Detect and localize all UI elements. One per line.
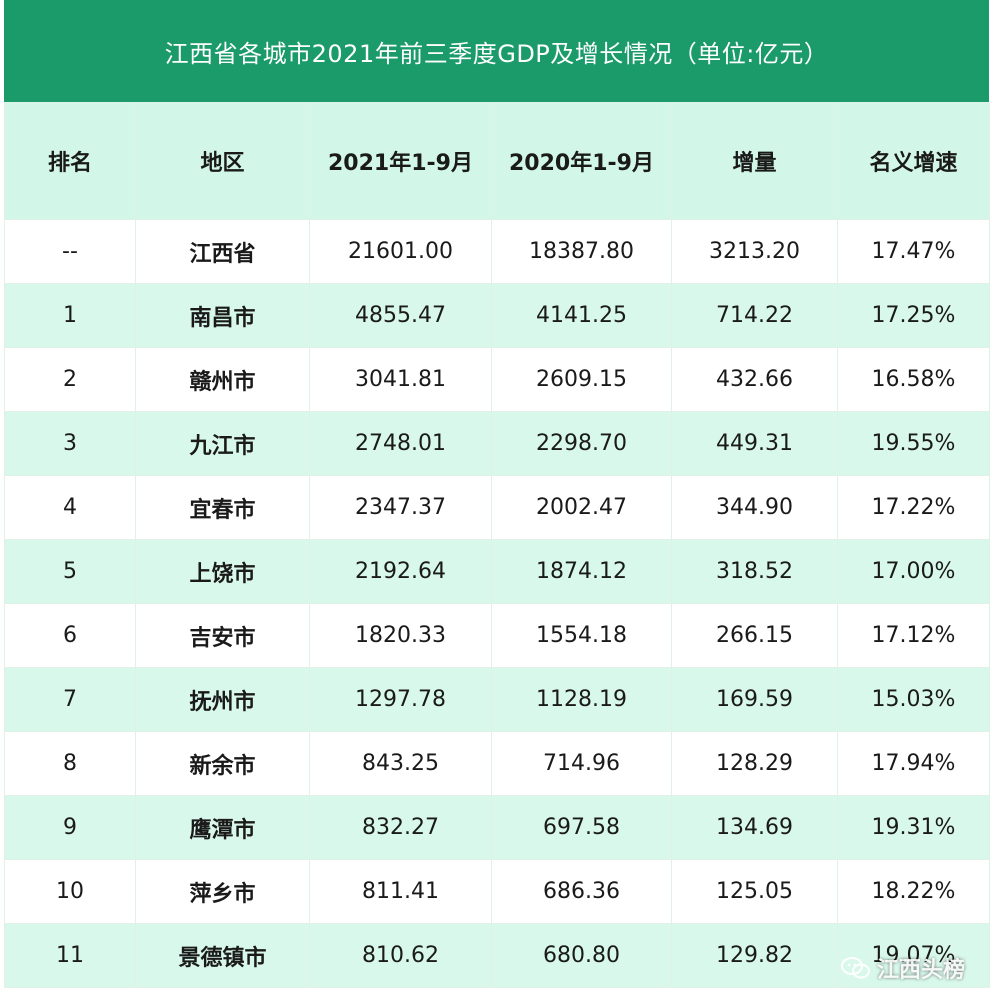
watermark: 江西头榜 <box>840 952 965 984</box>
value-2021-cell: 21601.00 <box>309 219 492 284</box>
value-2021-cell: 3041.81 <box>309 347 492 412</box>
region-cell: 抚州市 <box>135 667 310 732</box>
region-cell: 上饶市 <box>135 539 310 604</box>
table-row: 11 景德镇市 810.62 680.80 129.82 19.07% <box>4 923 990 988</box>
table-row: 4 宜春市 2347.37 2002.47 344.90 17.22% <box>4 475 990 540</box>
value-2020-cell: 2298.70 <box>491 411 672 476</box>
rank-cell: 2 <box>4 347 136 412</box>
table-body: -- 江西省 21601.00 18387.80 3213.20 17.47% 1 南昌市 48… <box>4 219 990 988</box>
rank-cell: 10 <box>4 859 136 924</box>
growth-cell: 17.12% <box>837 603 990 668</box>
growth-cell: 17.00% <box>837 539 990 604</box>
value-2020-cell: 697.58 <box>491 795 672 860</box>
table-row: 6 吉安市 1820.33 1554.18 266.15 17.12% <box>4 603 990 668</box>
header-region: 地区 <box>135 102 310 220</box>
table-row: 7 抚州市 1297.78 1128.19 169.59 15.03% <box>4 667 990 732</box>
region-cell: 萍乡市 <box>135 859 310 924</box>
value-2020-cell: 18387.80 <box>491 219 672 284</box>
table-row: 10 萍乡市 811.41 686.36 125.05 18.22% <box>4 859 990 924</box>
rank-cell: -- <box>4 219 136 284</box>
value-2021-cell: 811.41 <box>309 859 492 924</box>
region-cell: 鹰潭市 <box>135 795 310 860</box>
value-2020-cell: 2609.15 <box>491 347 672 412</box>
header-rank: 排名 <box>4 102 136 220</box>
increase-cell: 129.82 <box>671 923 838 988</box>
increase-cell: 3213.20 <box>671 219 838 284</box>
table-row: 8 新余市 843.25 714.96 128.29 17.94% <box>4 731 990 796</box>
rank-cell: 4 <box>4 475 136 540</box>
region-cell: 景德镇市 <box>135 923 310 988</box>
value-2021-cell: 832.27 <box>309 795 492 860</box>
value-2021-cell: 843.25 <box>309 731 492 796</box>
value-2021-cell: 2192.64 <box>309 539 492 604</box>
watermark-text: 江西头榜 <box>876 958 965 983</box>
header-2021: 2021年1-9月 <box>309 102 492 220</box>
rank-cell: 11 <box>4 923 136 988</box>
growth-cell: 17.47% <box>837 219 990 284</box>
increase-cell: 344.90 <box>671 475 838 540</box>
wechat-icon <box>840 957 870 979</box>
gdp-table: 排名 地区 2021年1-9月 2020年1-9月 增量 名义增速 -- 江西省 2… <box>4 102 990 988</box>
value-2020-cell: 680.80 <box>491 923 672 988</box>
value-2020-cell: 1554.18 <box>491 603 672 668</box>
region-cell: 吉安市 <box>135 603 310 668</box>
increase-cell: 714.22 <box>671 283 838 348</box>
header-2020: 2020年1-9月 <box>491 102 672 220</box>
growth-cell: 19.31% <box>837 795 990 860</box>
rank-cell: 9 <box>4 795 136 860</box>
region-cell: 赣州市 <box>135 347 310 412</box>
value-2021-cell: 2748.01 <box>309 411 492 476</box>
value-2020-cell: 1128.19 <box>491 667 672 732</box>
region-cell: 南昌市 <box>135 283 310 348</box>
increase-cell: 134.69 <box>671 795 838 860</box>
value-2021-cell: 1297.78 <box>309 667 492 732</box>
value-2021-cell: 4855.47 <box>309 283 492 348</box>
value-2021-cell: 810.62 <box>309 923 492 988</box>
region-cell: 新余市 <box>135 731 310 796</box>
growth-cell: 16.58% <box>837 347 990 412</box>
region-cell: 九江市 <box>135 411 310 476</box>
rank-cell: 8 <box>4 731 136 796</box>
region-cell: 宜春市 <box>135 475 310 540</box>
value-2020-cell: 714.96 <box>491 731 672 796</box>
table-row: 3 九江市 2748.01 2298.70 449.31 19.55% <box>4 411 990 476</box>
value-2020-cell: 4141.25 <box>491 283 672 348</box>
rank-cell: 7 <box>4 667 136 732</box>
growth-cell: 18.22% <box>837 859 990 924</box>
value-2020-cell: 2002.47 <box>491 475 672 540</box>
rank-cell: 6 <box>4 603 136 668</box>
value-2021-cell: 2347.37 <box>309 475 492 540</box>
table-header: 排名 地区 2021年1-9月 2020年1-9月 增量 名义增速 <box>4 102 990 220</box>
region-cell: 江西省 <box>135 219 310 284</box>
rank-cell: 5 <box>4 539 136 604</box>
growth-cell: 17.22% <box>837 475 990 540</box>
growth-cell: 17.94% <box>837 731 990 796</box>
value-2020-cell: 686.36 <box>491 859 672 924</box>
table-row: -- 江西省 21601.00 18387.80 3213.20 17.47% <box>4 219 990 284</box>
header-row: 排名 地区 2021年1-9月 2020年1-9月 增量 名义增速 <box>4 102 990 220</box>
value-2021-cell: 1820.33 <box>309 603 492 668</box>
table-row: 9 鹰潭市 832.27 697.58 134.69 19.31% <box>4 795 990 860</box>
growth-cell: 15.03% <box>837 667 990 732</box>
table-row: 5 上饶市 2192.64 1874.12 318.52 17.00% <box>4 539 990 604</box>
increase-cell: 432.66 <box>671 347 838 412</box>
table-row: 2 赣州市 3041.81 2609.15 432.66 16.58% <box>4 347 990 412</box>
increase-cell: 318.52 <box>671 539 838 604</box>
table-title: 江西省各城市2021年前三季度GDP及增长情况（单位:亿元） <box>4 0 989 102</box>
rank-cell: 1 <box>4 283 136 348</box>
increase-cell: 169.59 <box>671 667 838 732</box>
growth-cell: 17.25% <box>837 283 990 348</box>
header-growth: 名义增速 <box>837 102 990 220</box>
value-2020-cell: 1874.12 <box>491 539 672 604</box>
table-row: 1 南昌市 4855.47 4141.25 714.22 17.25% <box>4 283 990 348</box>
growth-cell: 19.55% <box>837 411 990 476</box>
increase-cell: 128.29 <box>671 731 838 796</box>
header-increase: 增量 <box>671 102 838 220</box>
increase-cell: 125.05 <box>671 859 838 924</box>
rank-cell: 3 <box>4 411 136 476</box>
increase-cell: 449.31 <box>671 411 838 476</box>
increase-cell: 266.15 <box>671 603 838 668</box>
